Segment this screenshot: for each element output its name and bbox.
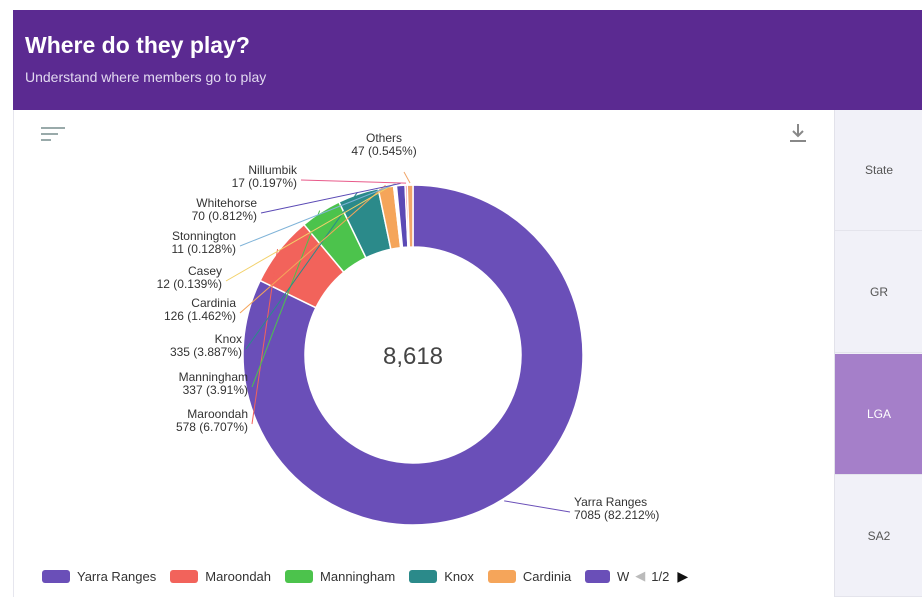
slice-yarra-ranges[interactable] bbox=[242, 184, 584, 526]
tab-sa2[interactable]: SA2 bbox=[835, 476, 922, 597]
leader-line bbox=[504, 500, 571, 513]
data-label-name: Others bbox=[366, 131, 402, 145]
data-label-name: Cardinia bbox=[191, 296, 236, 310]
data-label-value: 7085 (82.212%) bbox=[574, 508, 659, 522]
legend-swatch bbox=[285, 569, 314, 583]
leader-line bbox=[260, 182, 401, 214]
data-label-name: Manningham bbox=[179, 370, 248, 384]
data-label-value: 578 (6.707%) bbox=[176, 420, 248, 434]
data-label-value: 337 (3.91%) bbox=[183, 383, 248, 397]
data-label-value: 12 (0.139%) bbox=[157, 277, 222, 291]
leader-line bbox=[251, 248, 279, 425]
data-label-name: Nillumbik bbox=[248, 163, 298, 177]
data-label-name: Whitehorse bbox=[196, 196, 257, 210]
legend-label: Yarra Ranges bbox=[77, 568, 157, 584]
page-header: Where do they play? Understand where mem… bbox=[13, 10, 922, 110]
page-subtitle: Understand where members go to play bbox=[25, 69, 267, 85]
legend-pager: ◀ 1/2 ▶ bbox=[635, 568, 688, 585]
legend-item[interactable]: Cardinia bbox=[487, 568, 572, 584]
legend-item[interactable]: Maroondah bbox=[170, 569, 271, 584]
legend-swatch bbox=[487, 569, 516, 583]
leader-line bbox=[239, 184, 386, 314]
data-label-value: 126 (1.462%) bbox=[164, 309, 236, 323]
chart-legend: Yarra Ranges Maroondah Manningham Knox Cardi… bbox=[42, 564, 688, 588]
data-label-value: 17 (0.197%) bbox=[232, 176, 297, 190]
data-label-name: Knox bbox=[215, 332, 242, 346]
hamburger-menu-icon[interactable] bbox=[41, 127, 65, 143]
legend-item[interactable]: Knox bbox=[409, 569, 474, 584]
legend-label: Manningham bbox=[320, 568, 396, 584]
leader-line bbox=[245, 191, 358, 350]
center-total-label: 8,618 bbox=[383, 343, 443, 370]
leader-line bbox=[225, 183, 395, 282]
leader-line bbox=[239, 183, 396, 247]
leader-line bbox=[251, 210, 321, 388]
legend-next-arrow-icon[interactable]: ▶ bbox=[677, 567, 689, 584]
legend-swatch bbox=[585, 569, 610, 583]
download-icon[interactable] bbox=[788, 122, 808, 144]
data-label-name: Casey bbox=[188, 264, 222, 278]
tab-lga[interactable]: LGA bbox=[835, 354, 922, 475]
legend-label: W bbox=[616, 568, 630, 584]
leader-line bbox=[403, 171, 411, 184]
data-label-name: Stonnington bbox=[172, 229, 236, 243]
legend-label: Knox bbox=[444, 568, 474, 584]
tab-gr[interactable]: GR bbox=[835, 232, 922, 353]
legend-item[interactable]: W bbox=[585, 569, 629, 584]
leader-line bbox=[300, 179, 407, 184]
data-label-value: 335 (3.887%) bbox=[170, 345, 242, 359]
legend-prev-arrow-icon[interactable]: ◀ bbox=[635, 568, 646, 583]
legend-page-indicator: 1/2 bbox=[651, 568, 670, 584]
legend-item[interactable]: Manningham bbox=[285, 569, 395, 584]
legend-swatch bbox=[42, 569, 70, 583]
data-label-value: 47 (0.545%) bbox=[351, 144, 416, 158]
page-title: Where do they play? bbox=[25, 32, 250, 58]
legend-label: Cardinia bbox=[522, 568, 572, 584]
chart-panel: 8,618 Yarra Ranges 7085 (82.212%) Maroondah… bbox=[13, 110, 835, 597]
legend-swatch bbox=[170, 569, 199, 583]
region-tabs: State GR LGA SA2 bbox=[834, 110, 922, 597]
data-label-value: 70 (0.812%) bbox=[192, 209, 257, 223]
data-label-name: Maroondah bbox=[187, 407, 248, 421]
data-label-name: Yarra Ranges bbox=[574, 495, 647, 509]
legend-label: Maroondah bbox=[205, 568, 272, 584]
legend-swatch bbox=[409, 569, 438, 583]
data-label-value: 11 (0.128%) bbox=[172, 242, 236, 256]
legend-item[interactable]: Yarra Ranges bbox=[42, 569, 156, 584]
tab-state[interactable]: State bbox=[835, 110, 922, 231]
slice-others[interactable] bbox=[406, 184, 414, 248]
